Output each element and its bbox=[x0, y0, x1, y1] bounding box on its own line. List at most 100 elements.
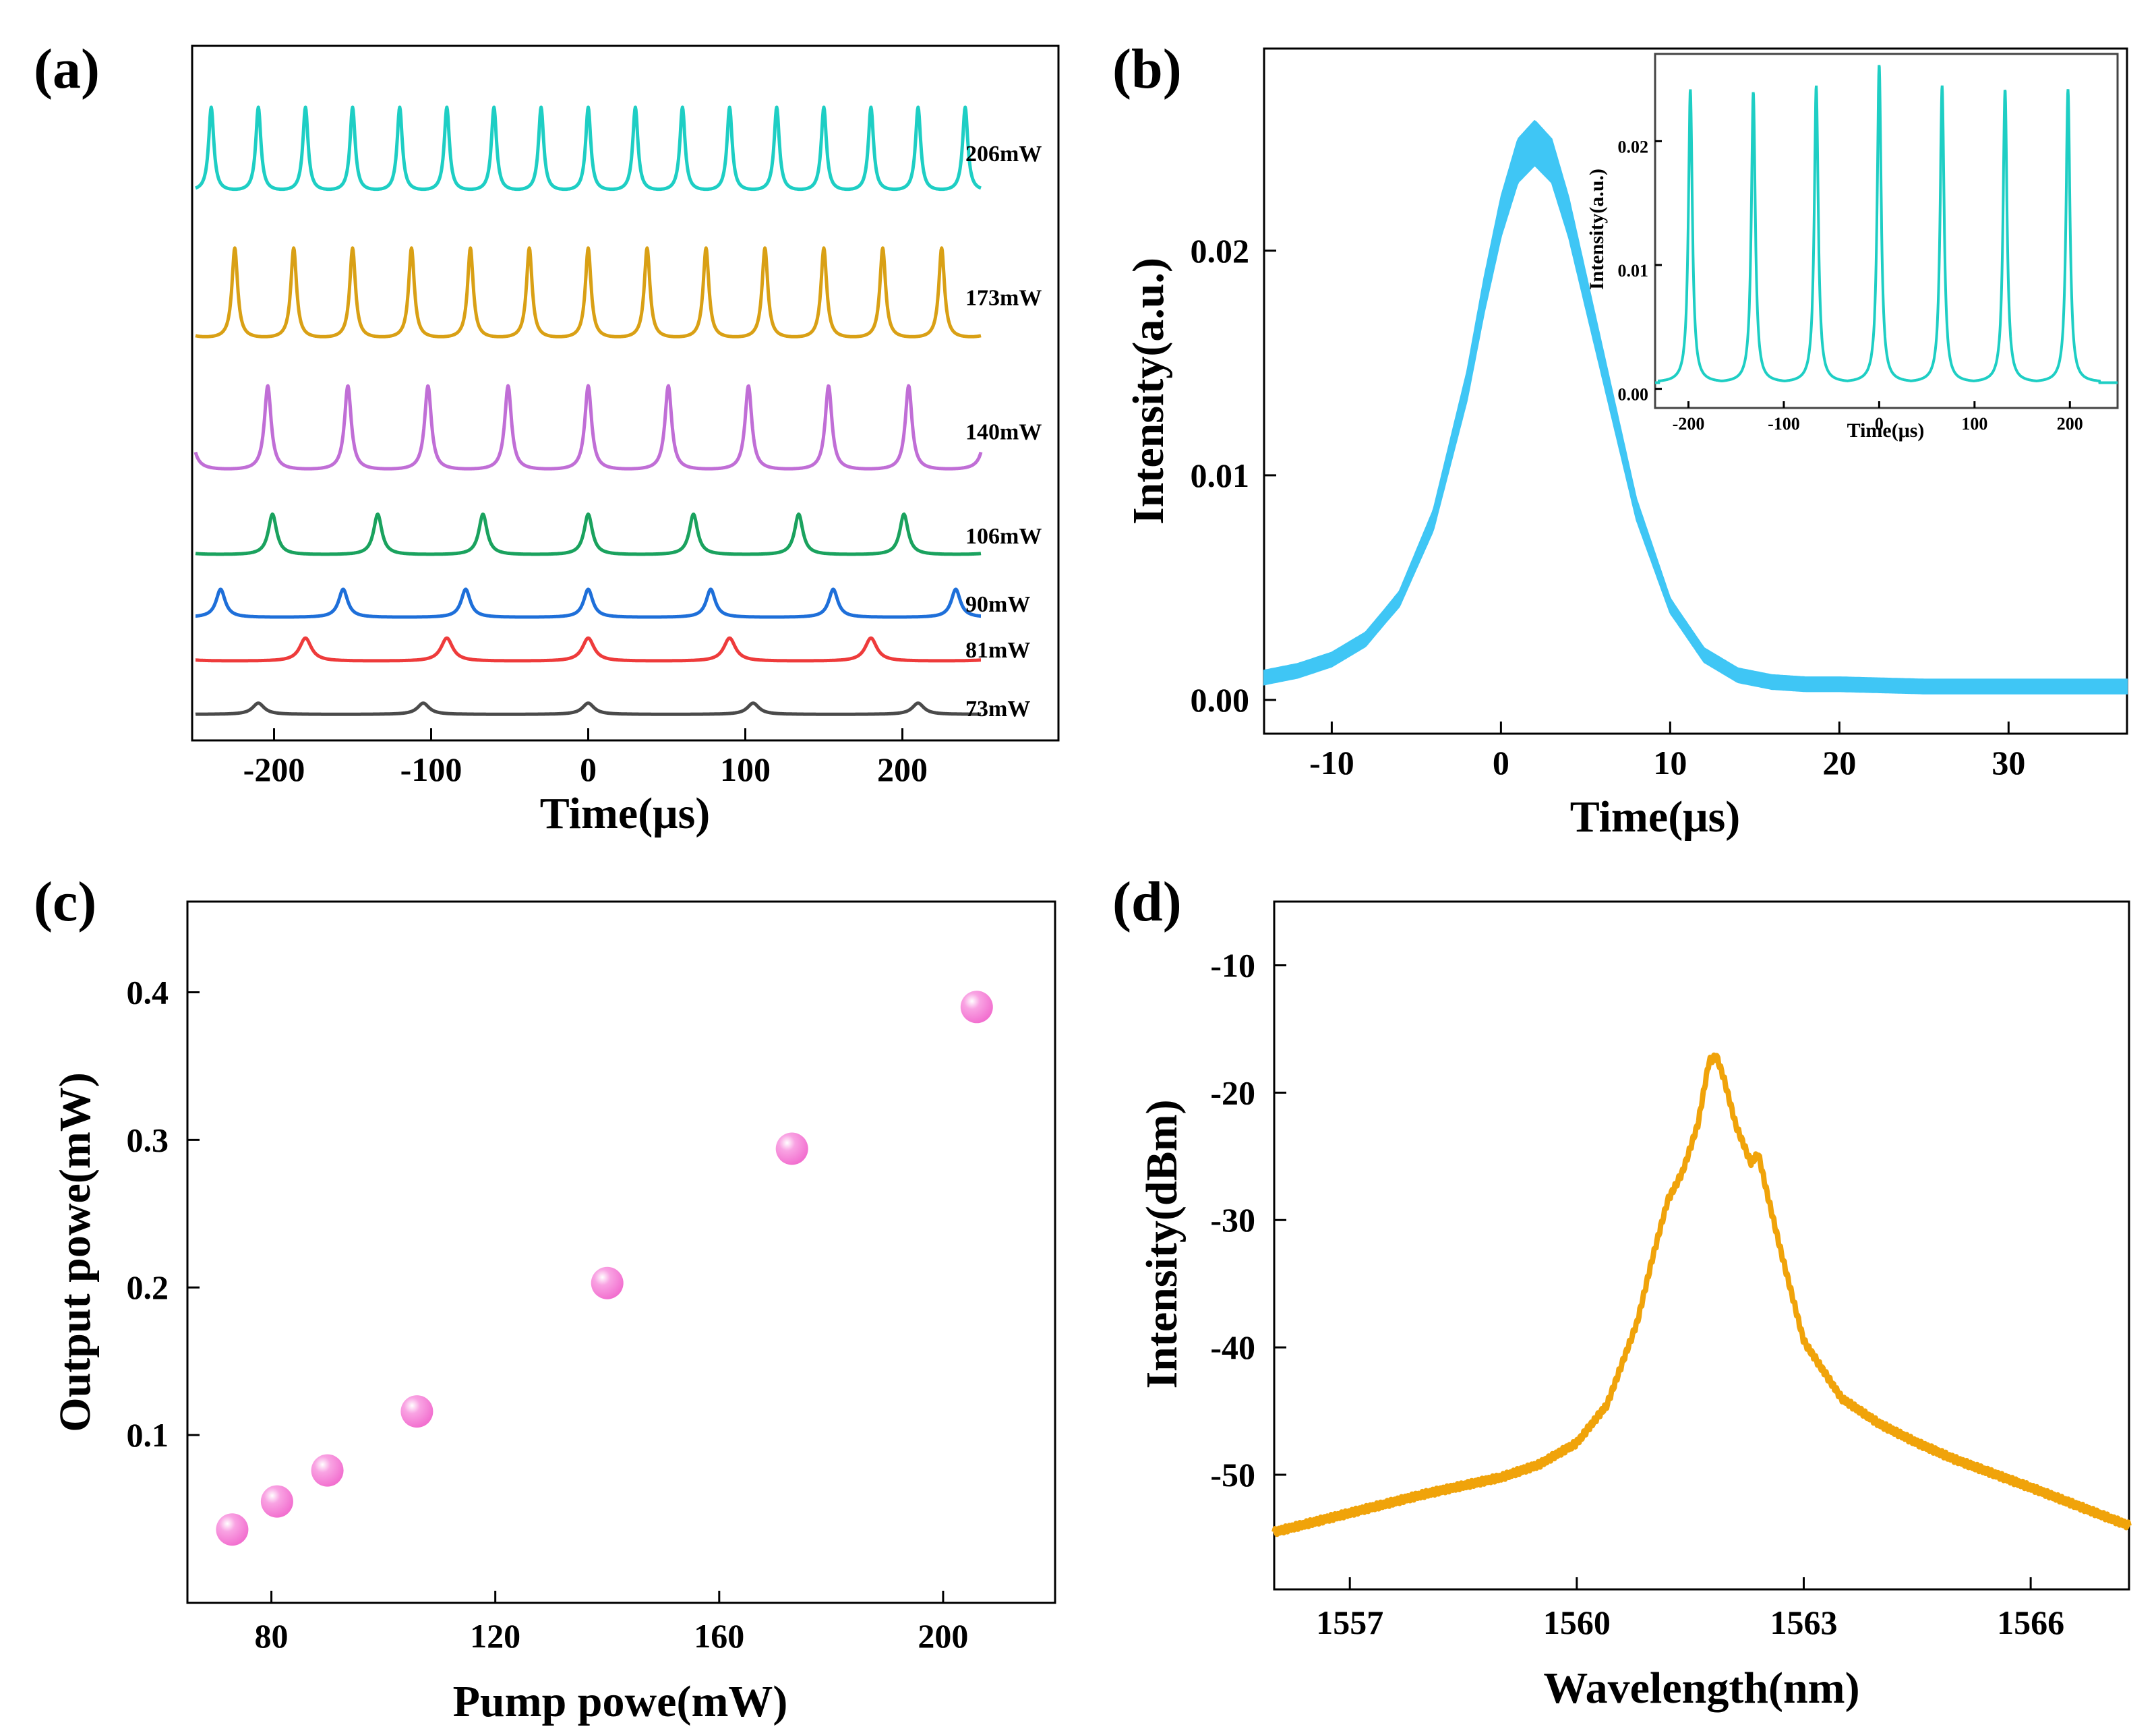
panel-a-series-label-90mW: 90mW bbox=[965, 592, 1030, 617]
panel-a-x-tick-label: -200 bbox=[243, 751, 305, 788]
panel-d-y-ticks: -10 -20 -30 -40 -50 bbox=[1210, 946, 1286, 1494]
panel-d-frame bbox=[1273, 900, 2130, 1591]
panel-b-x-tick-label: 20 bbox=[1822, 744, 1856, 782]
panel-b-inset-y-tick-label: 0.00 bbox=[1618, 385, 1649, 405]
panel-a-series-73mW bbox=[194, 701, 982, 716]
panel-c-x-tick-label: 120 bbox=[470, 1617, 520, 1655]
panel-b-y-axis-title: Intensity(a.u.) bbox=[1124, 258, 1173, 525]
panel-c-x-ticks: 80 120 160 200 bbox=[255, 1591, 968, 1655]
panel-b: (b) -10 0 10 20 30 0.000.010.02 Time(μs) Int… bbox=[1112, 38, 2128, 842]
panel-c-data-point bbox=[216, 1513, 249, 1546]
panel-d-y-tick-label: -30 bbox=[1210, 1201, 1255, 1239]
panel-b-inset-x-ticks: -200 -100 0 100 200 bbox=[1673, 401, 2083, 434]
panel-a-curves bbox=[193, 105, 983, 716]
panel-d-y-tick-label: -20 bbox=[1210, 1074, 1255, 1111]
panel-c-data-point bbox=[775, 1132, 808, 1165]
panel-d-curve bbox=[1271, 1052, 2132, 1537]
panel-d-label: (d) bbox=[1112, 871, 1182, 933]
panel-b-inset-y-ticks: 0.00 0.01 0.02 bbox=[1618, 137, 1662, 405]
panel-c-data-point bbox=[400, 1395, 433, 1428]
panel-b-y-tick-label: 0.02 bbox=[1191, 232, 1250, 270]
panel-a-series-206mW bbox=[194, 105, 982, 192]
panel-a-series-label-140mW: 140mW bbox=[965, 420, 1042, 445]
panel-c-x-axis-title: Pump powe(mW) bbox=[453, 1677, 788, 1726]
panel-a-x-tick-label: -100 bbox=[400, 751, 462, 788]
panel-a-series-label-106mW: 106mW bbox=[965, 524, 1042, 549]
panel-c-x-tick-label: 160 bbox=[694, 1617, 744, 1655]
panel-a-x-tick-label: 0 bbox=[580, 751, 597, 788]
panel-c-y-tick-label: 0.3 bbox=[127, 1121, 169, 1158]
panel-c-y-tick-label: 0.4 bbox=[127, 973, 169, 1011]
panel-a-series-173mW bbox=[194, 246, 982, 339]
panel-b-inset-y-tick-label: 0.01 bbox=[1618, 261, 1649, 281]
panel-c-data-point bbox=[960, 991, 993, 1024]
panel-d-x-tick-label: 1563 bbox=[1770, 1604, 1837, 1641]
panel-b-curve bbox=[1263, 119, 2128, 695]
panel-b-inset-y-tick-label: 0.02 bbox=[1618, 137, 1649, 156]
panel-b-inset-x-tick-label: 0 bbox=[1875, 414, 1884, 434]
panel-c-y-axis-title: Output powe(mW) bbox=[51, 1072, 100, 1432]
panel-b-x-axis-title: Time(μs) bbox=[1570, 792, 1741, 842]
panel-c-frame bbox=[186, 900, 1056, 1604]
panel-c: (c) 80 120 160 200 0.1 0.2 0.3 0.4 Pump powe(m… bbox=[34, 871, 1056, 1726]
panel-b-label: (b) bbox=[1112, 38, 1182, 100]
panel-d: (d) 1557 1560 1563 1566 -10 -20 -30 -40 -50 Wav… bbox=[1112, 871, 2132, 1713]
panel-a-x-tick-label: 100 bbox=[720, 751, 771, 788]
panel-a-x-axis-title: Time(μs) bbox=[540, 789, 711, 838]
panel-b-x-tick-label: 0 bbox=[1493, 744, 1509, 782]
panel-a-frame bbox=[191, 45, 1060, 742]
panel-a-series-label-73mW: 73mW bbox=[965, 697, 1030, 722]
panel-b-inset-curve bbox=[1655, 65, 2118, 384]
panel-b-frame bbox=[1263, 47, 2128, 735]
panel-c-label: (c) bbox=[34, 871, 96, 933]
panel-b-pulse-band bbox=[1263, 119, 2128, 695]
panel-c-data-point bbox=[311, 1454, 344, 1487]
panel-c-y-tick-label: 0.2 bbox=[127, 1268, 169, 1306]
panel-a-series-label-173mW: 173mW bbox=[965, 286, 1042, 311]
panel-b-inset: -200 -100 0 100 200 0.00 0.01 0.02 Time(μs) In… bbox=[1586, 53, 2119, 442]
panel-c-x-tick-label: 200 bbox=[918, 1617, 968, 1655]
panel-a-x-ticks: -200 -100 0 100 200 bbox=[243, 728, 928, 788]
panel-b-x-tick-label: 10 bbox=[1653, 744, 1687, 782]
panel-a-series-label-81mW: 81mW bbox=[965, 638, 1030, 663]
panel-b-y-ticks: 0.00 0.01 0.02 bbox=[1191, 232, 1276, 719]
panel-c-y-tick-label: 0.1 bbox=[127, 1416, 169, 1454]
panel-b-inset-x-axis-title: Time(μs) bbox=[1847, 419, 1925, 442]
panel-a-label: (a) bbox=[34, 38, 100, 100]
panel-b-inset-x-tick-label: -100 bbox=[1768, 414, 1800, 434]
panel-b-x-tick-label: -10 bbox=[1309, 744, 1354, 782]
panel-b-inset-pulse-train bbox=[1655, 65, 2118, 384]
panel-c-data-point bbox=[260, 1485, 293, 1518]
panel-d-x-ticks: 1557 1560 1563 1566 bbox=[1316, 1577, 2064, 1641]
panel-c-y-ticks: 0.1 0.2 0.3 0.4 bbox=[127, 973, 200, 1454]
panel-d-y-tick-label: -50 bbox=[1210, 1456, 1255, 1494]
panel-d-y-tick-label: -40 bbox=[1210, 1328, 1255, 1366]
panel-d-y-axis-title: Intensity(dBm) bbox=[1137, 1099, 1187, 1388]
panel-c-x-tick-label: 80 bbox=[255, 1617, 289, 1655]
panel-b-inset-y-axis-title: Intensity(a.u.) bbox=[1586, 169, 1608, 290]
panel-b-y-tick-label: 0.00 bbox=[1191, 681, 1250, 719]
panel-c-points bbox=[216, 991, 993, 1546]
panel-c-data-point bbox=[591, 1266, 624, 1299]
panel-d-x-tick-label: 1566 bbox=[1997, 1604, 2064, 1641]
panel-a: (a) 73mW 81mW 90mW 106mW 140mW 173mW 206mW -20… bbox=[34, 38, 1060, 838]
panel-d-x-axis-title: Wavelength(nm) bbox=[1543, 1664, 1859, 1713]
panel-d-x-tick-label: 1557 bbox=[1316, 1604, 1383, 1641]
panel-a-series-label-206mW: 206mW bbox=[965, 142, 1042, 167]
panel-b-y-tick-label: 0.01 bbox=[1191, 457, 1250, 494]
panel-d-x-tick-label: 1560 bbox=[1543, 1604, 1611, 1641]
panel-b-inset-x-tick-label: -200 bbox=[1673, 414, 1705, 434]
panel-a-x-tick-label: 200 bbox=[877, 751, 928, 788]
panel-a-curve-labels: 73mW 81mW 90mW 106mW 140mW 173mW 206mW bbox=[965, 142, 1042, 722]
panel-a-series-90mW bbox=[194, 587, 982, 619]
panel-d-y-tick-label: -10 bbox=[1210, 946, 1255, 984]
panel-a-series-106mW bbox=[194, 512, 982, 556]
panel-b-x-ticks: -10 0 10 20 30 bbox=[1309, 722, 2025, 782]
panel-d-spectrum bbox=[1271, 1052, 2132, 1537]
panel-a-series-140mW bbox=[193, 384, 983, 471]
panel-a-series-81mW bbox=[194, 636, 982, 663]
panel-b-x-tick-label: 30 bbox=[1992, 744, 2025, 782]
panel-b-inset-x-tick-label: 100 bbox=[1961, 414, 1987, 434]
panel-b-inset-x-tick-label: 200 bbox=[2057, 414, 2083, 434]
